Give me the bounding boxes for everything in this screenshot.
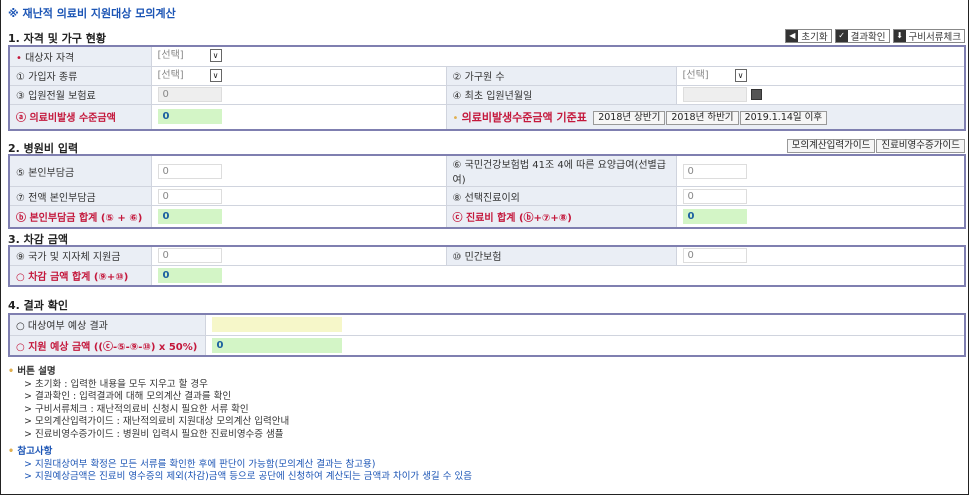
- std-2018-h2-button[interactable]: 2018년 하반기: [666, 110, 739, 125]
- a-cell: 0: [150, 103, 447, 131]
- docs-label: 구비서류체크: [908, 32, 961, 43]
- section-4-title: 4. 결과 확인: [8, 299, 68, 312]
- chevron-down-icon: ∨: [209, 68, 222, 82]
- qual-label-text: 대상자 자격: [25, 52, 75, 64]
- admission-date-input[interactable]: [682, 87, 747, 102]
- household-label: ② 가구원 수: [445, 65, 677, 86]
- input-guide-button[interactable]: 모의계산입력가이드: [786, 139, 876, 153]
- qual-cell: [선택] ∨: [150, 45, 966, 67]
- household-cell: [선택] ∨: [675, 65, 966, 86]
- c-value: 0: [682, 208, 747, 224]
- section-2-title: 2. 병원비 입력: [8, 142, 79, 155]
- chevron-down-icon: ∨: [209, 49, 222, 63]
- reset-label: 초기화: [801, 32, 828, 43]
- note-item: > 결과확인 : 입력결과에 대해 모의계산 결과를 확인: [24, 391, 232, 402]
- back-arrow-icon: ◀: [786, 30, 799, 42]
- reference-item: > 지원예상금액은 진료비 영수증의 제외(차감)금액 등으로 공단에 신청하여…: [24, 471, 472, 482]
- std-cell: • 의료비발생수준금액 기준표 2018년 상반기 2018년 하반기 2019.1…: [445, 103, 966, 131]
- b-cell: 0: [150, 205, 447, 228]
- r7-label: ⑦ 전액 본인부담금: [8, 186, 152, 206]
- admission-date-label: ④ 최초 입원년월일: [445, 84, 677, 105]
- reference-item: > 지원대상여부 확정은 모든 서류를 확인한 후에 판단이 가능함(모의계산 …: [24, 458, 376, 470]
- receipt-guide-button[interactable]: 진료비영수증가이드: [876, 139, 965, 153]
- section-1-table: • 대상자 자격 [선택] ∨ ① 가입자 종류 [선택] ∨ ② 가구원 수 [선…: [8, 45, 966, 131]
- c-cell: 0: [675, 205, 966, 228]
- r5-cell: 0: [150, 154, 447, 187]
- result-cell: [204, 313, 966, 336]
- r9-input[interactable]: 0: [157, 248, 222, 264]
- r7-cell: 0: [150, 186, 447, 206]
- reference-heading: • 참고사항: [8, 446, 53, 457]
- deduct-sum-cell: 0: [150, 264, 966, 287]
- premium-label: ③ 입원전월 보험료: [8, 84, 152, 105]
- note-item: > 진료비영수증가이드 : 병원비 입력시 필요한 진료비영수증 샘플: [24, 428, 284, 440]
- reset-button[interactable]: ◀ 초기화: [785, 29, 832, 43]
- household-select[interactable]: [선택] ∨: [682, 68, 747, 83]
- member-type-label: ① 가입자 종류: [8, 65, 152, 86]
- r10-label: ⑩ 민간보험: [445, 245, 677, 266]
- premium-input[interactable]: 0: [157, 87, 222, 102]
- deduct-sum-label: ○ 차감 금액 합계 (⑨+⑩): [8, 264, 152, 287]
- support-amount-value: 0: [211, 337, 342, 353]
- confirm-label: 결과확인: [850, 32, 886, 43]
- chevron-down-icon: ∨: [734, 68, 747, 82]
- deduct-sum-value: 0: [157, 267, 222, 283]
- r6-label: ⑥ 국민건강보험법 41조 4에 따른 요양급여(선별급여): [445, 154, 677, 187]
- note-item: > 모의계산입력가이드 : 재난적의료비 지원대상 모의계산 입력안내: [24, 416, 290, 427]
- r9-cell: 0: [150, 245, 447, 266]
- button-help-title: 버튼 설명: [17, 366, 56, 377]
- std-label: 의료비발생수준금액 기준표: [461, 110, 587, 124]
- premium-cell: 0: [150, 84, 447, 105]
- qual-value: [선택]: [157, 50, 184, 62]
- note-item: > 구비서류체크 : 재난적의료비 신청시 필요한 서류 확인: [24, 403, 249, 415]
- qual-select[interactable]: [선택] ∨: [158, 49, 222, 63]
- a-label: ⓐ 의료비발생 수준금액: [8, 103, 152, 131]
- support-amount-label: ○ 지원 예상 금액 ((ⓒ-⑤-⑨-⑩) x 50%): [8, 334, 206, 357]
- reference-title: 참고사항: [17, 446, 53, 457]
- r8-label: ⑧ 선택진료이외: [445, 186, 677, 206]
- admission-date-cell: [675, 84, 966, 105]
- r7-input[interactable]: 0: [157, 188, 222, 204]
- r10-cell: 0: [675, 245, 966, 266]
- r8-input[interactable]: 0: [682, 188, 747, 204]
- household-value: [선택]: [682, 69, 709, 81]
- result-label: ○ 대상여부 예상 결과: [8, 313, 206, 336]
- support-amount-cell: 0: [204, 334, 966, 357]
- guide-buttons: 모의계산입력가이드 진료비영수증가이드: [786, 139, 966, 153]
- section-2-table: ⑤ 본인부담금 0 ⑥ 국민건강보험법 41조 4에 따른 요양급여(선별급여) 0…: [8, 154, 966, 229]
- notes: • 버튼 설명 > 초기화 : 입력한 내용을 모두 지우고 할 경우 > 결과…: [8, 366, 472, 484]
- section-3-table: ⑨ 국가 및 지자체 지원금 0 ⑩ 민간보험 0 ○ 차감 금액 합계 (⑨+⑩)…: [8, 245, 966, 287]
- b-value: 0: [157, 208, 222, 224]
- r10-input[interactable]: 0: [682, 248, 747, 264]
- download-icon: ⬇: [893, 30, 906, 42]
- r6-cell: 0: [675, 154, 966, 187]
- result-value: [211, 317, 342, 333]
- note-item: > 초기화 : 입력한 내용을 모두 지우고 할 경우: [24, 378, 208, 390]
- std-2018-h1-button[interactable]: 2018년 상반기: [593, 110, 666, 125]
- confirm-button[interactable]: ✓ 결과확인: [834, 29, 890, 43]
- docs-check-button[interactable]: ⬇ 구비서류체크: [892, 29, 965, 43]
- a-value: 0: [157, 109, 222, 125]
- std-2019-button[interactable]: 2019.1.14일 이후: [739, 110, 828, 125]
- member-type-select[interactable]: [선택] ∨: [157, 68, 222, 83]
- toolbar: ◀ 초기화 ✓ 결과확인 ⬇ 구비서류체크: [785, 29, 965, 43]
- r9-label: ⑨ 국가 및 지자체 지원금: [8, 245, 152, 266]
- qual-label: • 대상자 자격: [8, 45, 152, 67]
- r5-label: ⑤ 본인부담금: [8, 154, 152, 187]
- c-label: ⓒ 진료비 합계 (ⓑ+⑦+⑧): [445, 205, 677, 228]
- r5-input[interactable]: 0: [157, 163, 222, 179]
- section-4-table: ○ 대상여부 예상 결과 ○ 지원 예상 금액 ((ⓒ-⑤-⑨-⑩) x 50%…: [8, 313, 966, 357]
- button-help-heading: • 버튼 설명: [8, 366, 56, 377]
- check-icon: ✓: [835, 30, 848, 42]
- section-1-title: 1. 자격 및 가구 현황: [8, 32, 106, 45]
- r6-input[interactable]: 0: [682, 163, 747, 179]
- member-type-cell: [선택] ∨: [150, 65, 447, 86]
- b-label: ⓑ 본인부담금 합계 (⑤ + ⑥): [8, 205, 152, 228]
- calendar-icon[interactable]: [750, 89, 762, 100]
- page-title: ※ 재난적 의료비 지원대상 모의계산: [8, 7, 176, 20]
- r8-cell: 0: [675, 186, 966, 206]
- member-type-value: [선택]: [157, 69, 184, 81]
- section-3-title: 3. 차감 금액: [8, 233, 68, 246]
